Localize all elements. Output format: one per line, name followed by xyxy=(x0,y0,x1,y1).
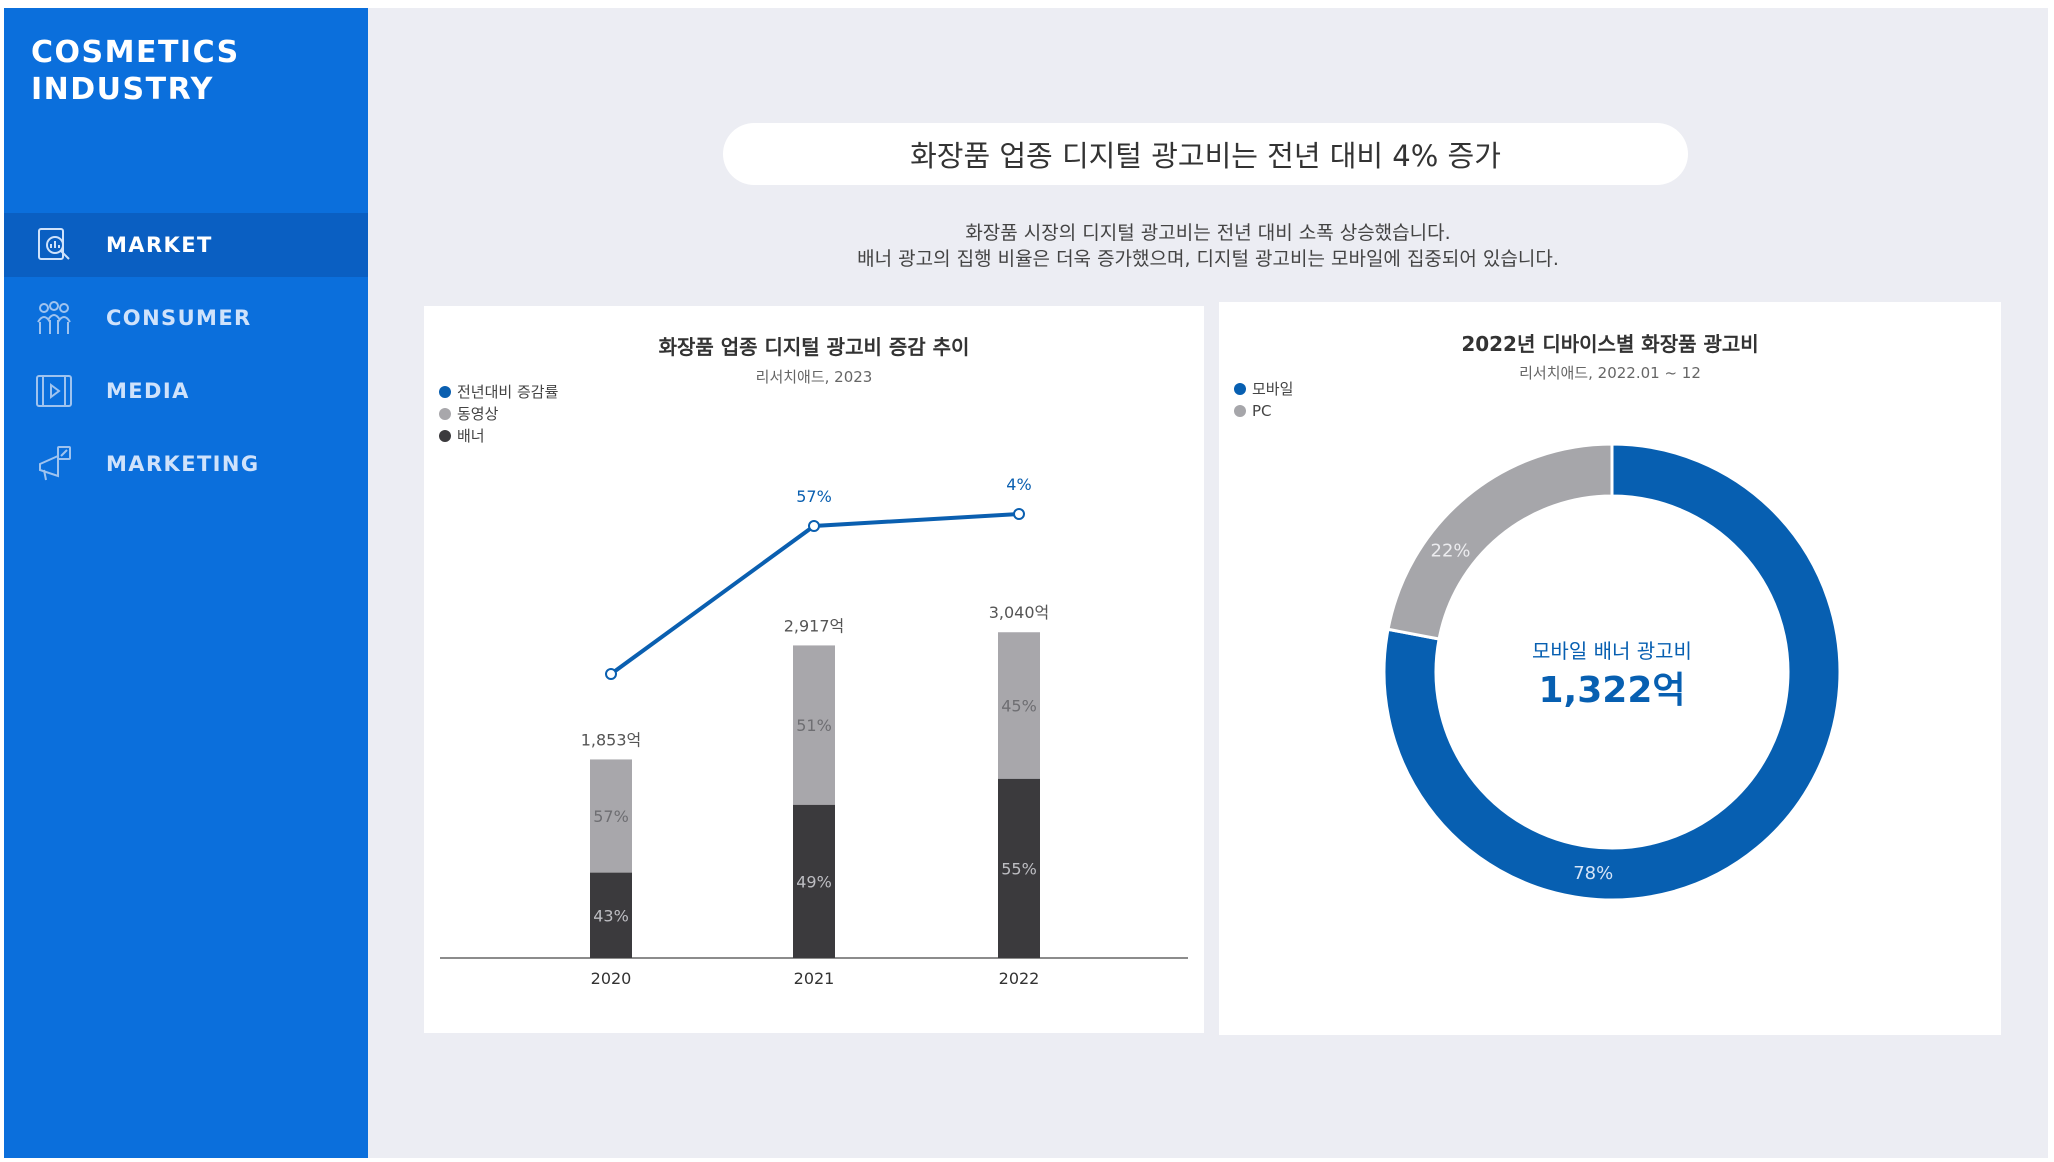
bar-banner-label: 55% xyxy=(1001,859,1037,878)
legend-label: 배너 xyxy=(457,427,485,445)
megaphone-icon xyxy=(34,444,74,484)
donut-center-value: 1,322억 xyxy=(1539,670,1686,711)
bar-video-label: 57% xyxy=(593,807,629,826)
chart-subtitle: 리서치애드, 2023 xyxy=(756,368,873,386)
video-play-icon xyxy=(34,371,74,411)
bar-video-label: 45% xyxy=(1001,697,1037,716)
chart-subtitle: 리서치애드, 2022.01 ~ 12 xyxy=(1519,364,1701,382)
sidebar-nav: MARKET CONSUMER MEDIA xyxy=(4,213,368,505)
sidebar-item-market[interactable]: MARKET xyxy=(4,213,368,277)
bar-video xyxy=(998,632,1040,779)
legend-label: 모바일 xyxy=(1252,380,1293,398)
people-group-icon xyxy=(34,298,74,338)
sidebar-item-consumer[interactable]: CONSUMER xyxy=(4,286,368,350)
description-line: 화장품 시장의 디지털 광고비는 전년 대비 소폭 상승했습니다. xyxy=(965,222,1451,244)
sidebar-item-label: MARKET xyxy=(106,233,213,257)
brand-title: COSMETICS INDUSTRY xyxy=(31,34,351,108)
x-tick-label: 2022 xyxy=(999,969,1040,988)
main-content: 화장품 업종 디지털 광고비는 전년 대비 4% 증가 화장품 시장의 디지털 … xyxy=(368,8,2048,1158)
donut-center-label: 모바일 배너 광고비 xyxy=(1532,639,1692,663)
bar-video xyxy=(793,645,835,805)
bar-video xyxy=(590,759,632,873)
description-line: 배너 광고의 집행 비율은 더욱 증가했으며, 디지털 광고비는 모바일에 집중… xyxy=(857,248,1559,270)
brand-title-line-1: COSMETICS xyxy=(31,35,240,70)
line-point-label: 57% xyxy=(796,487,832,506)
headline-banner: 화장품 업종 디지털 광고비는 전년 대비 4% 증가 xyxy=(723,123,1688,185)
bar-banner-label: 43% xyxy=(593,906,629,925)
legend-marker xyxy=(439,408,451,420)
donut-slice-mobile xyxy=(1382,442,1842,902)
legend-label: PC xyxy=(1252,402,1272,420)
sidebar-item-label: MEDIA xyxy=(106,379,190,403)
bar-total-label: 2,917억 xyxy=(784,616,845,635)
donut-slice-label: 22% xyxy=(1431,541,1471,562)
market-report-icon xyxy=(34,225,74,265)
chart-title: 2022년 디바이스별 화장품 광고비 xyxy=(1461,332,1758,356)
bar-video-label: 51% xyxy=(796,716,832,735)
x-tick-label: 2021 xyxy=(794,969,835,988)
line-point xyxy=(605,668,617,680)
donut-slice-pc xyxy=(1386,442,1614,641)
bar-banner-label: 49% xyxy=(796,872,832,891)
description: 화장품 시장의 디지털 광고비는 전년 대비 소폭 상승했습니다. 배너 광고의… xyxy=(668,220,1748,272)
sidebar: COSMETICS INDUSTRY MARKET xyxy=(4,8,368,1158)
bar-banner xyxy=(998,778,1040,958)
line-point xyxy=(1013,508,1025,520)
legend-marker xyxy=(1234,383,1246,395)
legend-marker xyxy=(439,430,451,442)
sidebar-item-media[interactable]: MEDIA xyxy=(4,359,368,423)
legend-label: 전년대비 증감률 xyxy=(457,383,559,401)
bar-banner xyxy=(793,804,835,958)
line-point-label: 4% xyxy=(1006,475,1031,494)
x-tick-label: 2020 xyxy=(591,969,632,988)
chart-title: 화장품 업종 디지털 광고비 증감 추이 xyxy=(659,335,970,359)
bar-total-label: 3,040억 xyxy=(989,603,1050,622)
bar-banner xyxy=(590,872,632,958)
sidebar-item-label: CONSUMER xyxy=(106,306,252,330)
legend-marker xyxy=(1234,405,1246,417)
line-point xyxy=(808,520,820,532)
bar-total-label: 1,853억 xyxy=(581,730,642,749)
sidebar-item-marketing[interactable]: MARKETING xyxy=(4,432,368,496)
sidebar-item-label: MARKETING xyxy=(106,452,260,476)
legend-label: 동영상 xyxy=(457,405,499,423)
donut-slice-label: 78% xyxy=(1573,863,1613,884)
legend-marker xyxy=(439,386,451,398)
brand-title-line-2: INDUSTRY xyxy=(31,72,214,107)
